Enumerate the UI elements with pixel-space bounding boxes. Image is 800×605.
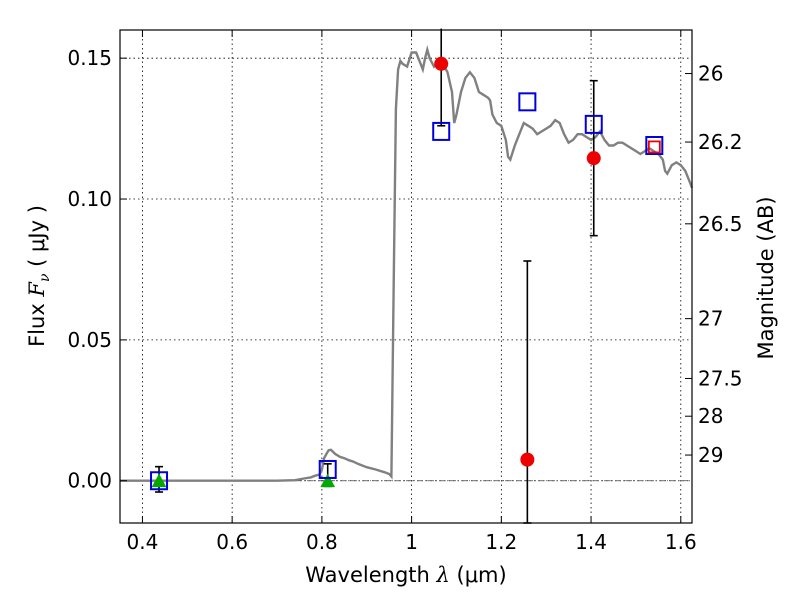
x-axis-label-unit: (μm) — [450, 563, 507, 587]
x-axis-label-prefix: Wavelength — [305, 563, 436, 587]
square-marker — [645, 136, 664, 156]
y2-tick-label: 26 — [698, 62, 723, 86]
y-tick-label: 0.00 — [67, 469, 112, 493]
circle-marker — [586, 151, 601, 166]
y-axis-label-unit: ( μJy ) — [25, 205, 49, 273]
x-axis-label-symbol: λ — [436, 563, 450, 587]
y2-tick-label: 28 — [698, 404, 723, 428]
x-tick-label: 1.6 — [665, 530, 697, 554]
x-tick-label: 0.8 — [306, 530, 338, 554]
y-tick-label: 0.10 — [67, 187, 112, 211]
right-axis-label: Magnitude (AB) — [754, 196, 778, 359]
y-axis-label-prefix: Flux — [25, 297, 49, 347]
circle-marker — [434, 56, 449, 71]
triangle-marker — [151, 473, 167, 488]
model-spectrum-line — [120, 45, 694, 482]
x-tick-label: 0.4 — [127, 530, 159, 554]
y2-tick-label: 26.5 — [698, 212, 743, 236]
y-axis-label: Flux Fν ( μJy ) — [25, 205, 53, 347]
line-series-layer — [120, 45, 694, 482]
x-axis-label: Wavelength λ (μm) — [305, 563, 506, 587]
y2-tick-label: 29 — [698, 443, 723, 467]
marker-layer — [150, 56, 664, 491]
square-marker — [518, 92, 537, 112]
y-tick-label: 0.05 — [67, 328, 112, 352]
error-bar — [523, 260, 532, 524]
square-marker — [150, 471, 169, 491]
y2-tick-label: 27 — [698, 307, 723, 331]
x-tick-label: 1.4 — [575, 530, 607, 554]
grid-lines — [120, 30, 692, 523]
error-bar — [437, 28, 446, 127]
small-square-marker — [647, 140, 661, 154]
y2-tick-label: 26.2 — [698, 130, 743, 154]
triangle-marker — [320, 473, 336, 488]
square-marker — [318, 459, 337, 479]
square-marker — [432, 121, 451, 141]
circle-marker — [520, 452, 535, 467]
y-axis-label-subscript: ν — [37, 273, 53, 282]
x-tick-label: 1 — [405, 530, 418, 554]
errorbar-layer — [155, 28, 598, 524]
x-tick-label: 0.6 — [216, 530, 248, 554]
square-marker — [584, 114, 603, 134]
tick-layer: 0.4 0.6 0.8 1 1.2 1.4 1.6 0.00 0.05 0.10 0.15 26 26.… — [67, 30, 743, 554]
plot-frame — [119, 29, 693, 524]
y2-tick-label: 27.5 — [698, 366, 743, 390]
y-axis-label-symbol: F — [25, 281, 49, 298]
y-tick-label: 0.15 — [67, 46, 112, 70]
x-tick-label: 1.2 — [485, 530, 517, 554]
